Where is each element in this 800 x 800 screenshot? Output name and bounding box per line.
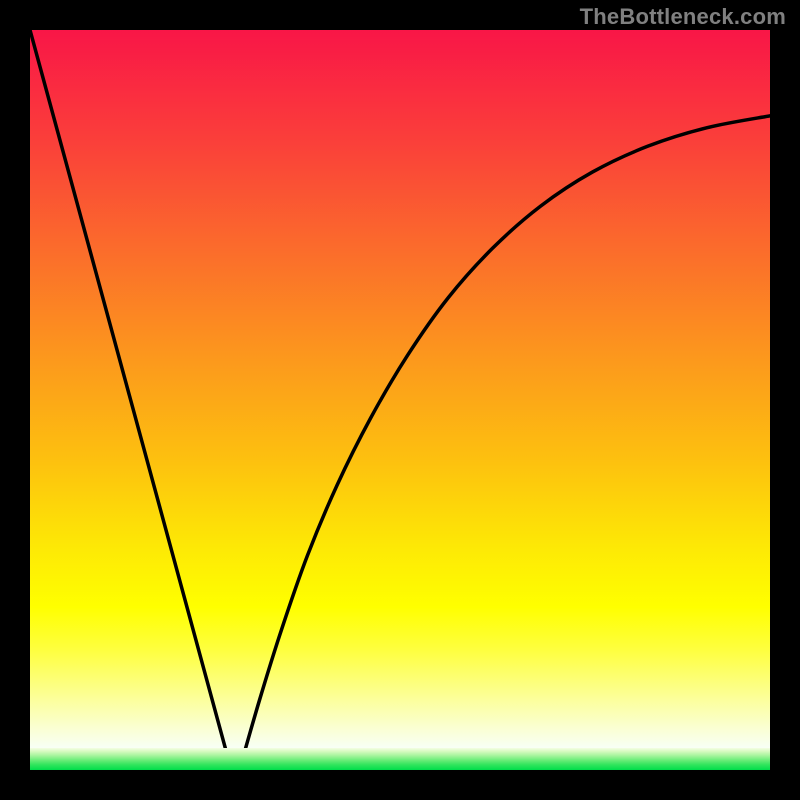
bottom-green-band [30, 748, 770, 770]
chart-frame: TheBottleneck.com [0, 0, 800, 800]
band-rect [30, 748, 770, 770]
bottleneck-plot [30, 30, 770, 770]
watermark-text: TheBottleneck.com [580, 4, 786, 30]
